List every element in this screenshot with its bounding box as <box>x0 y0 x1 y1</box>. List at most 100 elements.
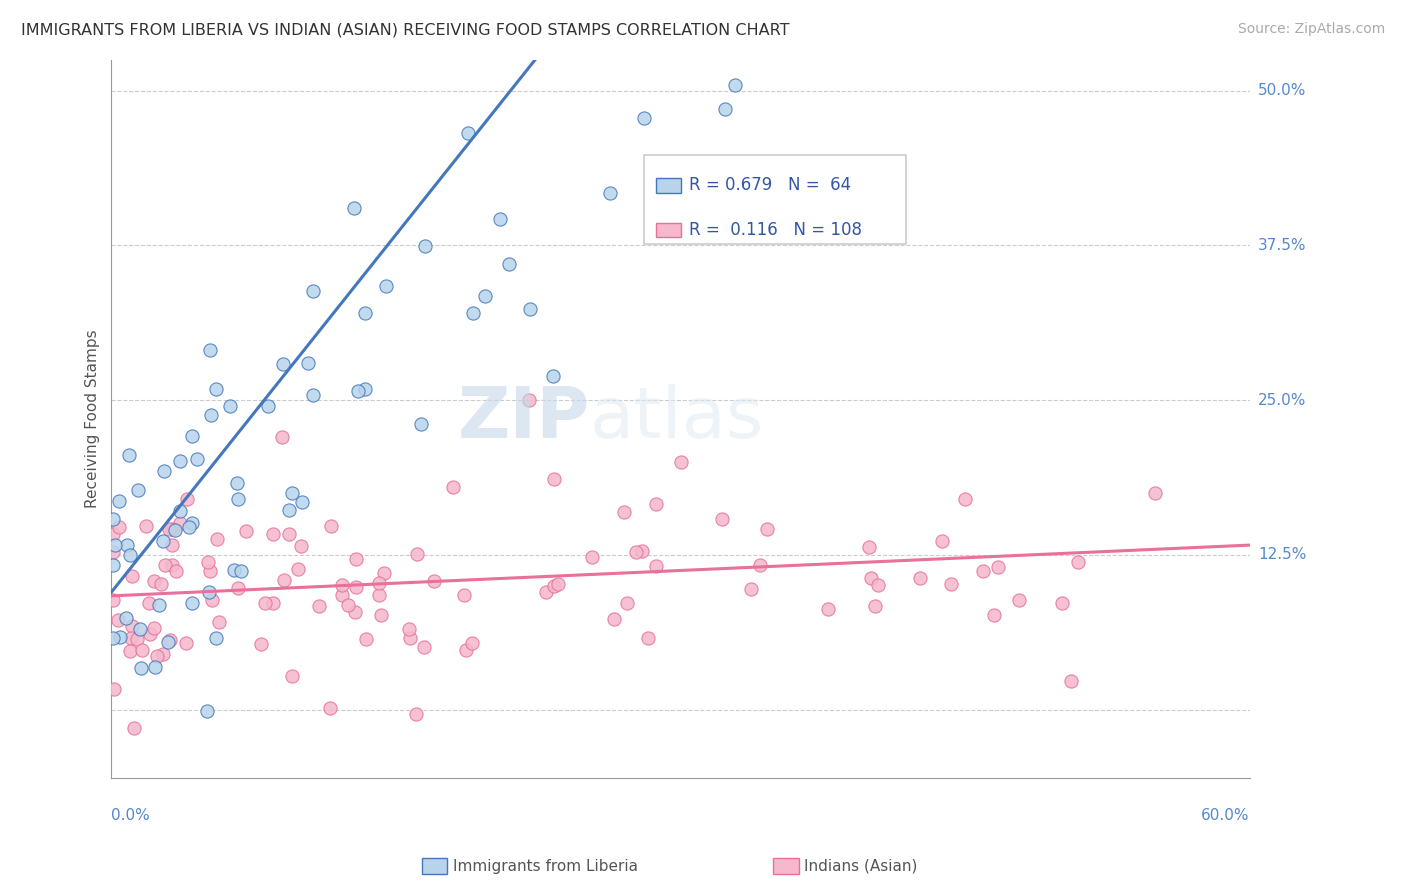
Point <box>186 452 208 467</box>
Point <box>755 522 778 536</box>
Text: ZIP: ZIP <box>457 384 589 453</box>
Point <box>197 555 219 569</box>
Point <box>534 584 557 599</box>
Point <box>162 538 184 552</box>
Point <box>226 475 249 490</box>
Point <box>541 368 564 383</box>
Point <box>108 630 131 644</box>
Point <box>174 635 197 649</box>
Point <box>413 238 436 252</box>
Text: R =  0.116   N = 108: R = 0.116 N = 108 <box>689 221 862 239</box>
Point <box>987 560 1010 574</box>
Point <box>219 399 242 413</box>
Point <box>226 581 249 595</box>
Point <box>412 640 434 654</box>
Point <box>143 574 166 588</box>
Text: IMMIGRANTS FROM LIBERIA VS INDIAN (ASIAN) RECEIVING FOOD STAMPS CORRELATION CHAR: IMMIGRANTS FROM LIBERIA VS INDIAN (ASIAN… <box>21 22 790 37</box>
Point <box>474 289 496 303</box>
Point <box>121 569 143 583</box>
Point <box>711 512 734 526</box>
Point <box>1143 486 1166 500</box>
Point <box>616 596 638 610</box>
Text: atlas: atlas <box>589 384 763 453</box>
Point <box>253 595 276 609</box>
Point <box>373 566 395 581</box>
Point <box>337 598 360 612</box>
Point <box>165 565 187 579</box>
Point <box>374 279 396 293</box>
Point <box>644 497 666 511</box>
Point <box>983 608 1005 623</box>
Point <box>121 618 143 632</box>
Point <box>344 580 367 594</box>
Point <box>107 613 129 627</box>
Point <box>152 647 174 661</box>
Point <box>723 78 745 92</box>
Point <box>409 417 432 431</box>
Point <box>633 111 655 125</box>
Point <box>235 524 257 538</box>
Point <box>208 615 231 629</box>
Point <box>939 577 962 591</box>
Point <box>150 577 173 591</box>
Point <box>423 574 446 589</box>
Point <box>863 599 886 614</box>
Point <box>195 704 218 718</box>
Point <box>129 622 152 636</box>
Point <box>370 607 392 622</box>
Point <box>200 593 222 607</box>
Text: 12.5%: 12.5% <box>1258 548 1306 563</box>
Point <box>226 491 249 506</box>
Point <box>165 523 187 537</box>
Text: Immigrants from Liberia: Immigrants from Liberia <box>453 859 638 873</box>
Point <box>120 632 142 646</box>
Point <box>103 544 125 558</box>
Point <box>114 611 136 625</box>
Point <box>398 622 420 636</box>
Point <box>180 429 202 443</box>
Point <box>630 544 652 558</box>
Point <box>277 527 299 541</box>
Point <box>290 539 312 553</box>
Point <box>301 388 323 402</box>
Text: 25.0%: 25.0% <box>1258 392 1306 408</box>
Point <box>972 564 994 578</box>
Point <box>644 558 666 573</box>
Point <box>740 582 762 596</box>
Text: R = 0.679   N =  64: R = 0.679 N = 64 <box>689 177 852 194</box>
Point <box>280 669 302 683</box>
Point <box>1060 674 1083 689</box>
Point <box>281 486 304 500</box>
Point <box>858 540 880 554</box>
Point <box>250 637 273 651</box>
Point <box>330 577 353 591</box>
Point <box>581 550 603 565</box>
Point <box>669 455 692 469</box>
Point <box>120 548 142 562</box>
Point <box>291 495 314 509</box>
Point <box>461 306 484 320</box>
Point <box>347 384 370 398</box>
Text: Indians (Asian): Indians (Asian) <box>804 859 918 873</box>
Point <box>118 644 141 658</box>
Point <box>367 589 389 603</box>
Point <box>262 527 284 541</box>
Point <box>489 211 512 226</box>
Point <box>256 399 278 413</box>
Point <box>859 571 882 585</box>
Point <box>457 126 479 140</box>
Point <box>169 454 191 468</box>
Point <box>1008 593 1031 607</box>
Point <box>157 635 180 649</box>
Point <box>103 527 125 541</box>
Point <box>714 102 737 116</box>
Point <box>543 579 565 593</box>
Point <box>108 520 131 534</box>
Point <box>866 578 889 592</box>
Point <box>344 552 367 566</box>
Point <box>287 562 309 576</box>
Point <box>153 558 176 572</box>
Point <box>749 558 772 572</box>
Point <box>613 505 636 519</box>
Point <box>103 681 125 696</box>
